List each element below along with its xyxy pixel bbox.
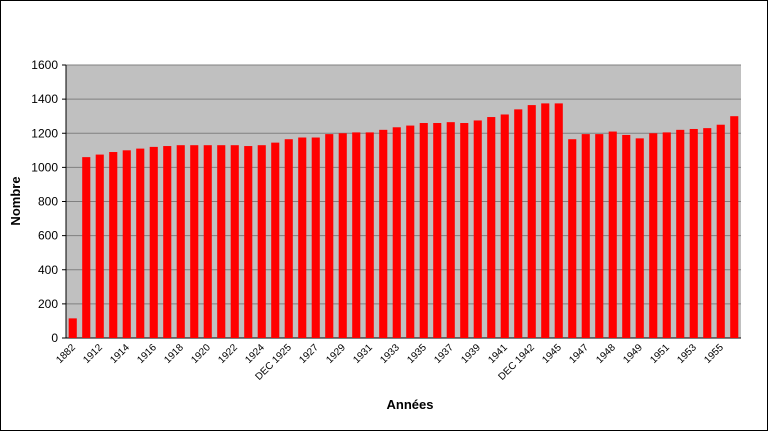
bar [716,124,725,338]
bar [257,145,266,338]
y-tick-label: 1600 [31,58,58,72]
bar [136,148,145,338]
bar [554,103,563,338]
bar [703,128,712,338]
bar [190,145,199,338]
y-tick-label: 1000 [31,160,58,174]
bar [541,103,550,338]
bar [325,134,334,338]
bar [460,123,469,338]
y-tick-label: 1200 [31,126,58,140]
bar [676,129,685,338]
bar [649,133,658,338]
bar [68,318,77,338]
y-tick-label: 800 [38,195,58,209]
y-tick-label: 200 [38,297,58,311]
bar [109,152,118,338]
bar [311,137,320,338]
bar [244,146,253,338]
bar [365,132,374,338]
bar [176,145,185,338]
bar [217,145,226,338]
bar [689,128,698,338]
bar [392,127,401,338]
bar [163,146,172,338]
bar [608,131,617,338]
bar [500,114,509,338]
bar [730,116,739,338]
y-axis-label: Nombre [8,176,23,225]
bar [379,129,388,338]
bar [487,117,496,339]
bar [595,134,604,338]
bar [284,139,293,338]
y-tick-label: 600 [38,229,58,243]
bar [514,109,523,338]
bar [271,142,280,338]
bar [662,132,671,338]
bar [122,150,131,338]
bar [95,154,104,338]
x-axis-label: Années [387,397,434,412]
bar [149,146,158,338]
bar [298,137,307,338]
bar [446,122,455,338]
y-tick-label: 400 [38,263,58,277]
bar [581,134,590,338]
bar [82,157,91,338]
bar [635,138,644,338]
y-tick-label: 0 [51,331,58,345]
bar [433,123,442,338]
bar [203,145,212,338]
bar [230,145,239,338]
bar [338,133,347,338]
bar [527,105,536,338]
bar [419,123,428,338]
y-tick-label: 1400 [31,92,58,106]
bar [622,134,631,338]
bar [473,120,482,338]
bar [352,132,361,338]
bar [406,125,415,339]
bar [568,139,577,338]
